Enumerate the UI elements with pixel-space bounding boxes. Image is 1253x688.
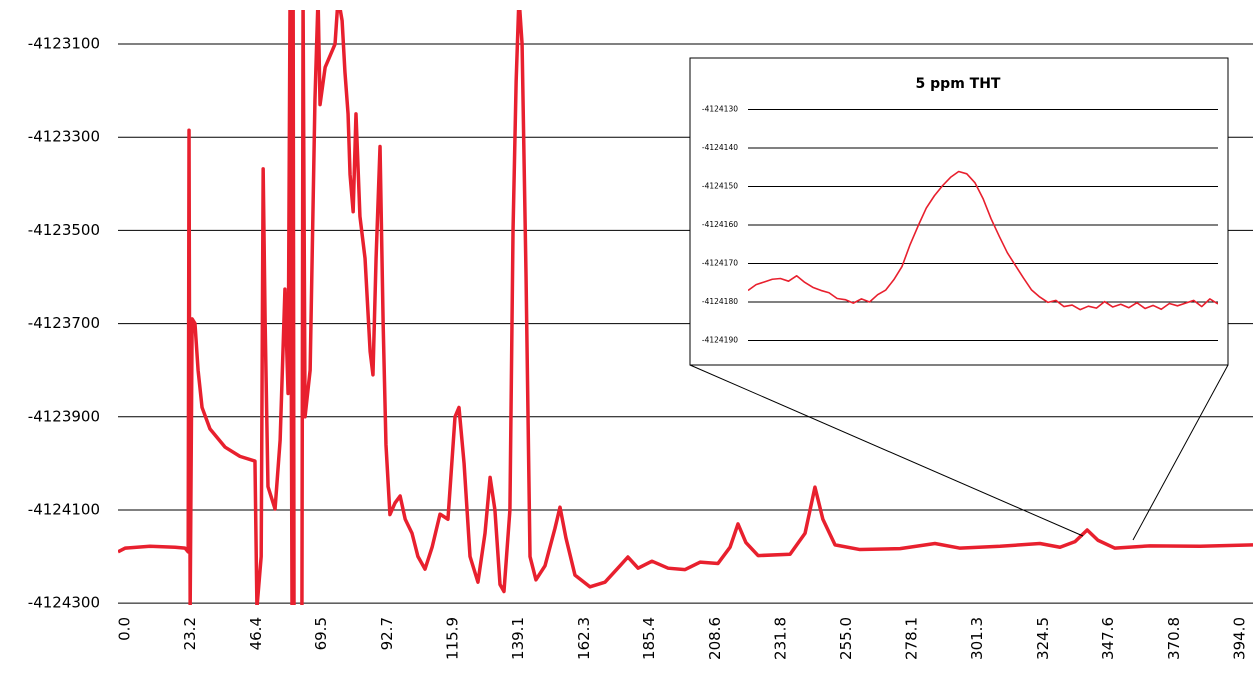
- inset-panel: -4124130 -4124140 -4124150 -4124160 -4124170…: [702, 105, 1218, 344]
- y-tick-label: -4124300: [28, 594, 100, 612]
- x-tick-label: 301.3: [968, 617, 986, 660]
- x-tick-label: 208.6: [706, 617, 724, 660]
- y-tick-label: -4123500: [28, 221, 100, 239]
- x-tick-label: 23.2: [181, 617, 199, 650]
- zoom-connector: [689, 364, 1084, 537]
- main-panel: -4123100 -4123300 -4123500 -4123700 -4123900…: [28, 10, 1253, 660]
- y-tick-label: -4123900: [28, 407, 100, 425]
- y-tick-label: -4123700: [28, 314, 100, 332]
- x-tick-label: 324.5: [1034, 617, 1052, 660]
- y-tick-label: -4124150: [702, 182, 738, 191]
- x-tick-label: 162.3: [575, 617, 593, 660]
- y-tick-label: -4124160: [702, 220, 738, 229]
- y-tick-label: -4124190: [702, 335, 738, 344]
- zoom-connector: [1132, 364, 1229, 541]
- x-tick-label: 0.0: [116, 617, 134, 641]
- inset-title: 5 ppm THT: [916, 76, 1001, 92]
- x-tick-label: 46.4: [247, 617, 265, 650]
- x-tick-label: 255.0: [837, 617, 855, 660]
- data-line: [118, 10, 1253, 605]
- x-tick-label: 92.7: [378, 617, 396, 650]
- y-tick-label: -4124130: [702, 105, 738, 114]
- x-tick-label: 278.1: [903, 617, 921, 660]
- x-tick-label: 394.0: [1230, 617, 1248, 660]
- x-tick-label: 347.6: [1099, 617, 1117, 660]
- x-tick-label: 139.1: [509, 617, 527, 660]
- x-tick-label: 69.5: [312, 617, 330, 650]
- y-tick-label: -4124100: [28, 500, 100, 518]
- x-tick-label: 185.4: [640, 617, 658, 660]
- data-line: [748, 170, 1218, 311]
- y-tick-label: -4124140: [702, 143, 738, 152]
- x-tick-label: 231.8: [772, 617, 790, 660]
- inset-frame: [689, 57, 1229, 366]
- y-tick-label: -4123300: [28, 128, 100, 146]
- x-tick-label: 370.8: [1165, 617, 1183, 660]
- y-tick-label: -4123100: [28, 35, 100, 53]
- x-tick-label: 115.9: [444, 617, 462, 660]
- y-tick-label: -4124170: [702, 258, 738, 267]
- y-tick-label: -4124180: [702, 297, 738, 306]
